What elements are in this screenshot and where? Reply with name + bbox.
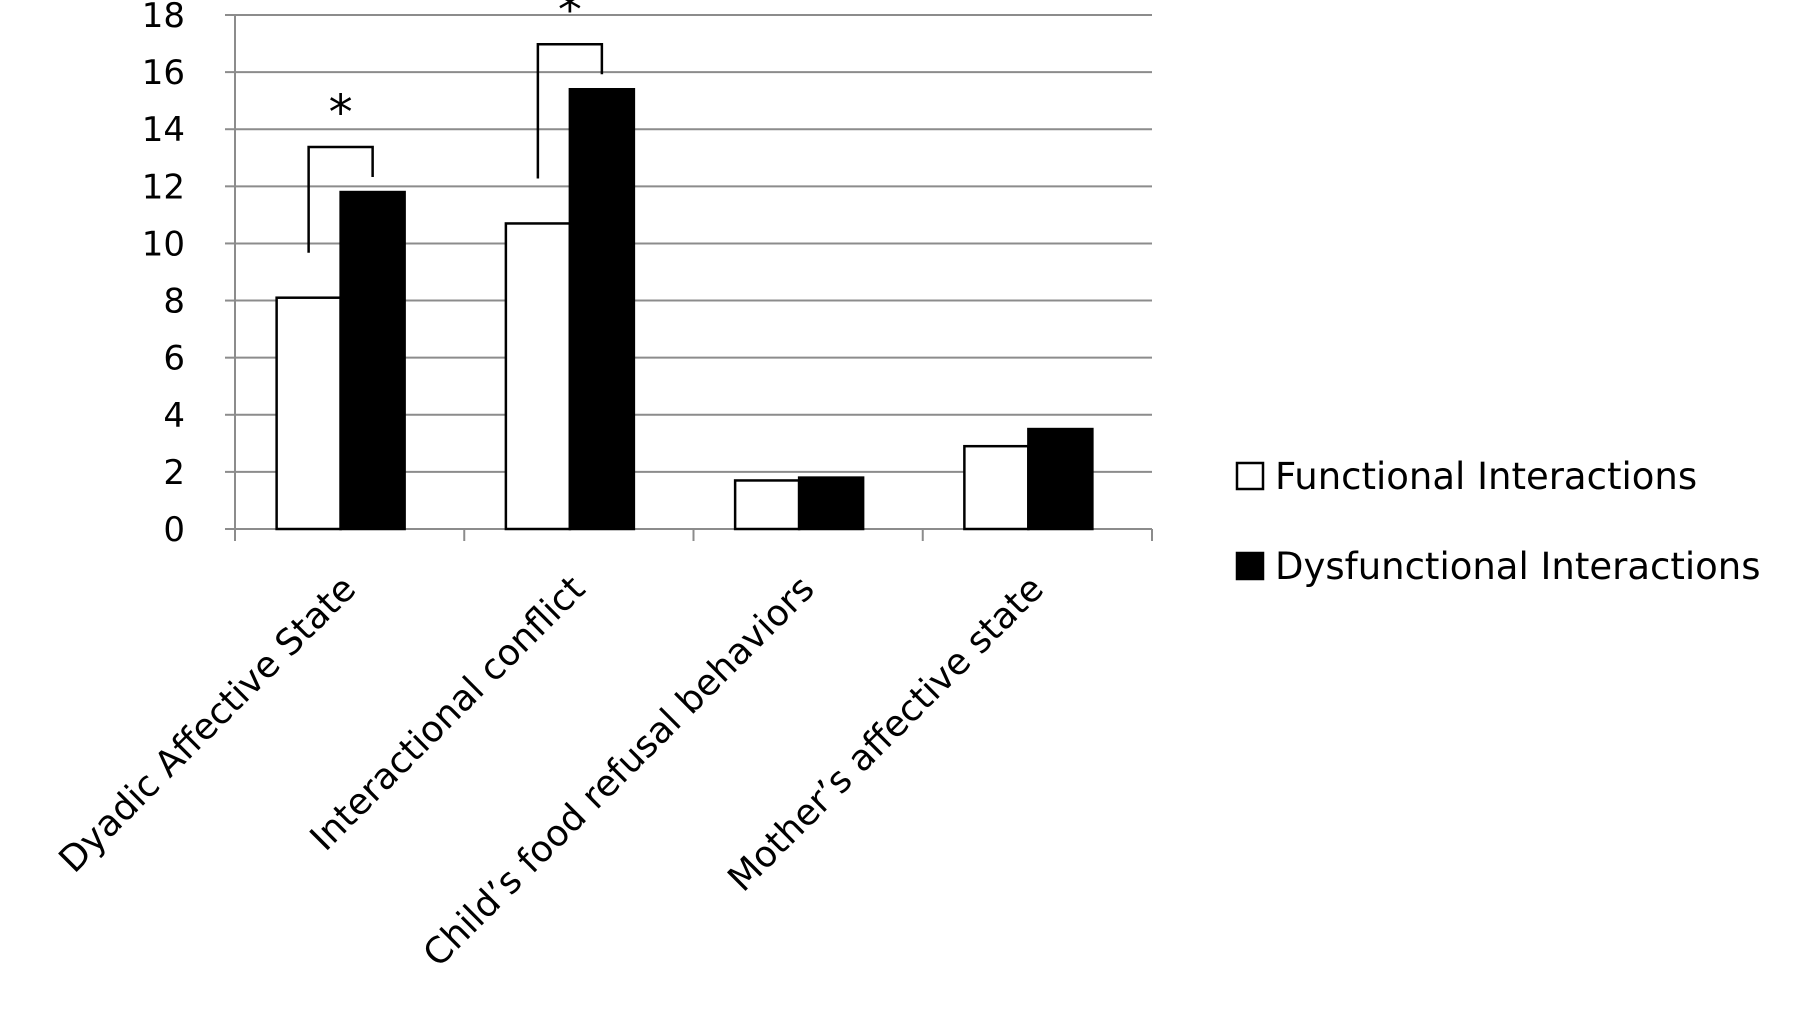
x-category-label: Child’s food refusal behaviors (416, 568, 823, 975)
y-tick-label: 2 (163, 453, 185, 493)
y-tick-label: 10 (142, 224, 185, 264)
legend-label: Functional Interactions (1275, 455, 1697, 498)
legend-label: Dysfunctional Interactions (1275, 545, 1761, 588)
bar-dysfunctional (1027, 427, 1094, 531)
significance-bracket (307, 145, 374, 253)
y-tick-label: 12 (142, 167, 185, 207)
y-tick-label: 0 (163, 510, 185, 550)
legend: Functional Interactions Dysfunctional Int… (1235, 455, 1761, 588)
bar-functional (963, 444, 1030, 531)
legend-swatch-dysfunctional (1235, 551, 1265, 581)
bar-functional (504, 222, 572, 531)
bar-dysfunctional (568, 87, 636, 531)
y-tick-label: 14 (142, 110, 185, 150)
significance-star: * (329, 85, 353, 141)
y-tick-label: 8 (163, 282, 185, 322)
bar-dysfunctional (339, 190, 406, 531)
y-tick-label: 18 (142, 0, 185, 36)
bar-dysfunctional (797, 476, 865, 531)
significance-star: * (558, 0, 582, 38)
significance-bracket (536, 42, 604, 179)
significance-brackets: ** (307, 0, 604, 253)
legend-swatch-functional (1235, 461, 1265, 491)
bar-functional (275, 296, 342, 531)
y-tick-label: 4 (163, 396, 185, 436)
bar-functional (733, 479, 801, 531)
y-tick-label: 16 (142, 53, 185, 93)
y-tick-label: 6 (163, 339, 185, 379)
bars (275, 87, 1094, 531)
